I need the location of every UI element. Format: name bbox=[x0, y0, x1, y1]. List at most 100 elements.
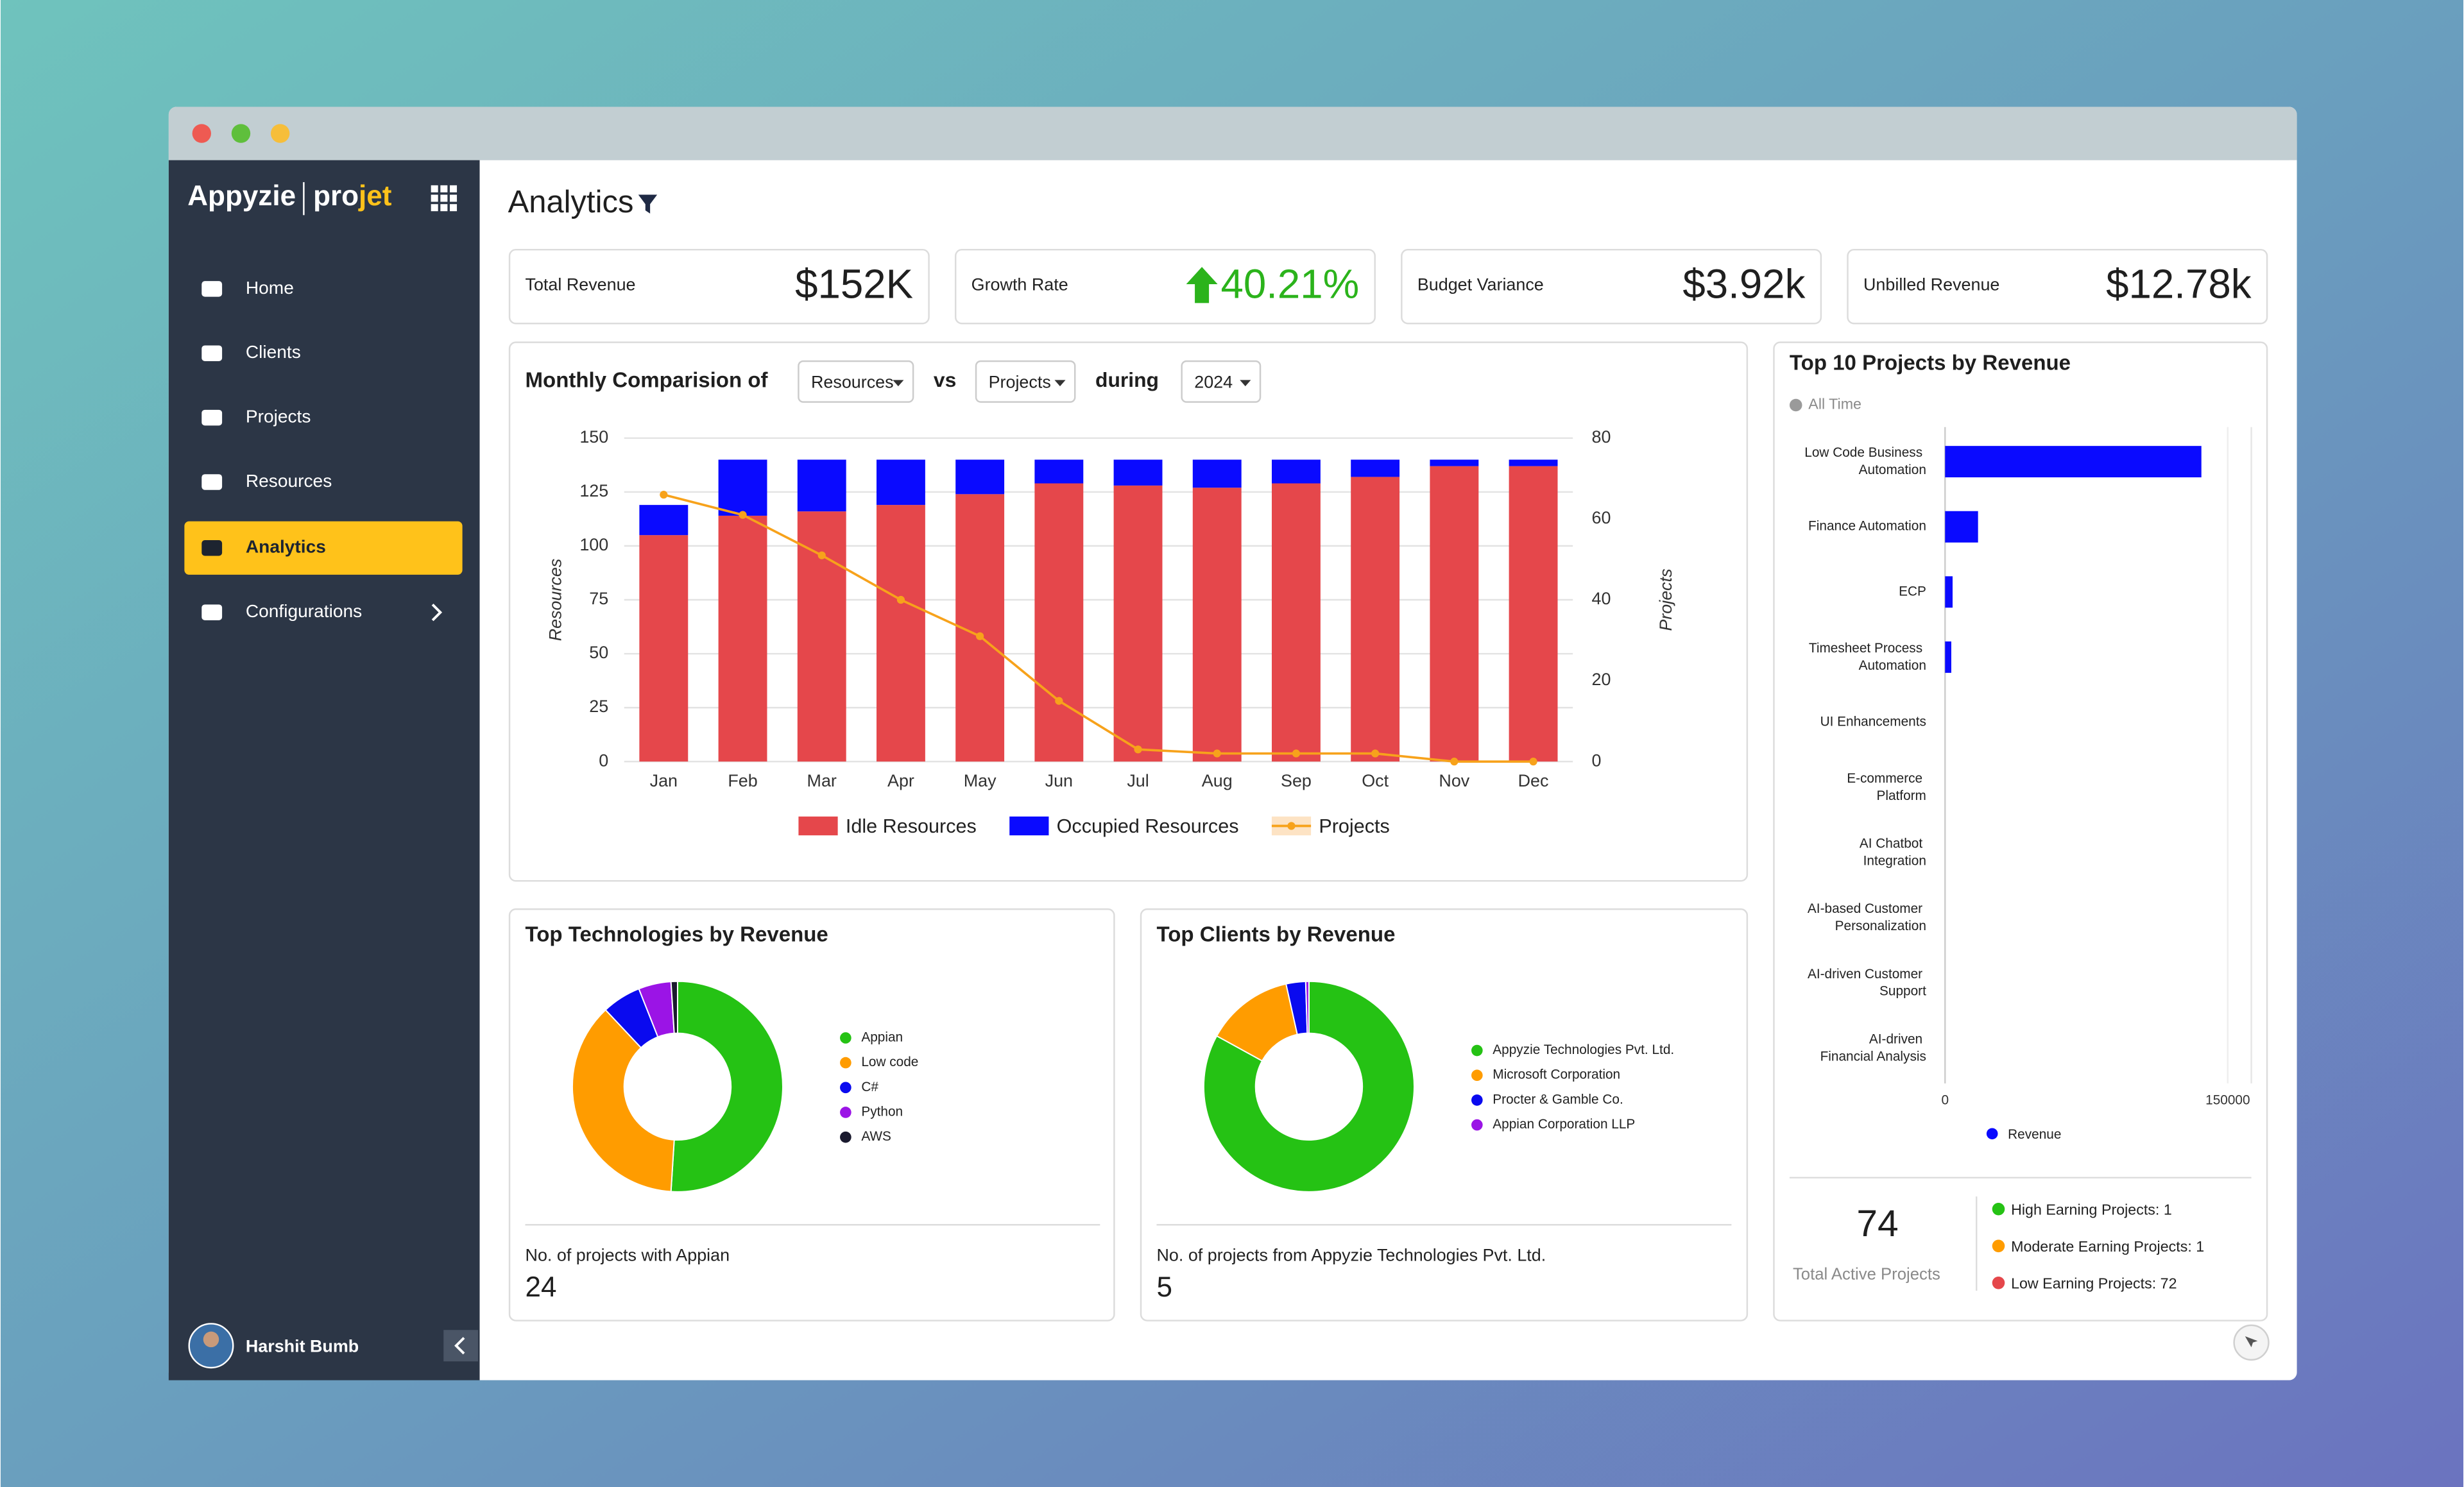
bar bbox=[1272, 459, 1321, 484]
nav-chevron[interactable] bbox=[431, 603, 443, 622]
legend-label: Procter & Gamble Co. bbox=[1493, 1092, 1623, 1107]
line-point bbox=[1529, 758, 1537, 766]
x-tick-label: Jun bbox=[1045, 771, 1073, 790]
filter-icon[interactable] bbox=[638, 194, 658, 214]
y-tick-label: Finance Automation bbox=[1808, 519, 1926, 534]
collapse-button[interactable] bbox=[443, 1330, 479, 1362]
kpi-card bbox=[1401, 248, 1822, 325]
apps-icon[interactable] bbox=[431, 204, 438, 212]
y-tick-label: Timesheet Process Automation bbox=[1809, 640, 1926, 672]
card bbox=[1773, 341, 2268, 1321]
tier-dot bbox=[1992, 1239, 2005, 1253]
label-line: E-commerce bbox=[1847, 771, 1926, 786]
line-point bbox=[1292, 749, 1301, 758]
nav-icon[interactable] bbox=[201, 409, 223, 426]
dropdown-caret[interactable] bbox=[1054, 380, 1066, 387]
bar bbox=[1430, 466, 1479, 762]
nav-item: Configurations bbox=[246, 601, 362, 621]
legend-label: Revenue bbox=[2008, 1127, 2061, 1142]
apps-icon[interactable] bbox=[450, 194, 458, 202]
bar bbox=[639, 535, 689, 762]
line-point bbox=[1134, 745, 1142, 754]
label-line: Automation bbox=[1859, 463, 1926, 477]
pie-slice bbox=[1305, 980, 1310, 1034]
line-point bbox=[1450, 758, 1459, 766]
minimize-button[interactable] bbox=[231, 124, 251, 143]
kpi-label: Unbilled Revenue bbox=[1863, 275, 1999, 294]
tier-dot bbox=[1992, 1277, 2005, 1289]
dropdown[interactable] bbox=[1181, 360, 1262, 403]
nav-icon[interactable] bbox=[201, 474, 223, 490]
x-tick-label: Nov bbox=[1439, 771, 1469, 790]
title-bar-base bbox=[168, 141, 2297, 160]
line-point bbox=[817, 551, 826, 559]
collapse-icon[interactable] bbox=[454, 1337, 465, 1355]
label-line: Integration bbox=[1863, 853, 1926, 868]
bar bbox=[1945, 641, 1951, 673]
legend-label: Low code bbox=[861, 1055, 918, 1069]
y2-tick-label: 40 bbox=[1592, 589, 1611, 608]
y-tick-label: 50 bbox=[589, 643, 608, 662]
bar bbox=[1034, 459, 1084, 484]
label-line: Support bbox=[1879, 983, 1926, 998]
chart-title: Top 10 Projects by Revenue bbox=[1790, 352, 2071, 375]
dropdown-caret[interactable] bbox=[1240, 380, 1251, 387]
control-text: during bbox=[1095, 368, 1159, 391]
close-button[interactable] bbox=[192, 124, 211, 143]
sidebar bbox=[168, 160, 480, 1381]
chart-title: Monthly Comparision of bbox=[526, 369, 769, 393]
nav-item: Clients bbox=[246, 342, 301, 362]
logo-product: pro bbox=[313, 180, 359, 212]
legend-dot bbox=[1471, 1069, 1483, 1082]
legend-marker bbox=[1287, 822, 1296, 830]
apps-icon[interactable] bbox=[450, 204, 458, 212]
legend-label: Projects bbox=[1319, 815, 1389, 837]
line-point bbox=[1213, 749, 1221, 758]
x-tick-label: Apr bbox=[887, 771, 914, 790]
bar bbox=[718, 515, 767, 762]
legend-swatch bbox=[798, 816, 838, 836]
x-tick-label: 0 bbox=[1941, 1092, 1949, 1107]
dropdown[interactable] bbox=[975, 360, 1076, 403]
nav-active-bg[interactable] bbox=[184, 521, 463, 575]
dropdown-caret[interactable] bbox=[893, 380, 904, 387]
label-line: Platform bbox=[1876, 788, 1926, 803]
y2-axis-title: Projects bbox=[1656, 568, 1675, 631]
bar bbox=[1113, 459, 1163, 486]
bar bbox=[955, 459, 1005, 495]
y2-tick-label: 80 bbox=[1592, 427, 1611, 446]
dropdown[interactable] bbox=[798, 360, 914, 403]
apps-icon[interactable] bbox=[450, 185, 458, 192]
clock-icon bbox=[1789, 398, 1802, 412]
x-tick-label: Aug bbox=[1202, 771, 1233, 790]
dropdown-value: 2024 bbox=[1194, 372, 1233, 391]
y-tick-label: E-commerce Platform bbox=[1847, 771, 1926, 803]
nav-icon[interactable] bbox=[201, 281, 223, 297]
kpi-value: $12.78k bbox=[2106, 262, 2252, 307]
apps-icon[interactable] bbox=[431, 194, 438, 202]
nav-icon[interactable] bbox=[201, 604, 223, 620]
kpi-label: Budget Variance bbox=[1417, 275, 1544, 294]
apps-icon[interactable] bbox=[440, 194, 448, 202]
legend-label: Appyzie Technologies Pvt. Ltd. bbox=[1493, 1042, 1674, 1057]
nav-icon[interactable] bbox=[201, 345, 223, 361]
y-tick-label: 125 bbox=[579, 481, 608, 500]
assist-icon[interactable] bbox=[2245, 1336, 2258, 1348]
apps-icon[interactable] bbox=[440, 185, 448, 192]
bar bbox=[1192, 459, 1242, 488]
apps-icon[interactable] bbox=[431, 185, 438, 192]
total-projects-label: Total Active Projects bbox=[1793, 1265, 1940, 1283]
apps-icon[interactable] bbox=[440, 204, 448, 212]
y-tick-label: 100 bbox=[579, 535, 608, 554]
kpi-card bbox=[508, 248, 930, 325]
zoom-button[interactable] bbox=[270, 124, 290, 143]
y-tick-label: 25 bbox=[589, 697, 608, 716]
nav-icon[interactable] bbox=[201, 540, 223, 556]
legend-dot bbox=[840, 1082, 851, 1094]
label-line: AI-driven Customer bbox=[1808, 966, 1926, 981]
total-projects: 74 bbox=[1856, 1203, 1898, 1245]
y-tick-label: Low Code Business Automation bbox=[1804, 445, 1926, 477]
legend-label: Idle Resources bbox=[846, 815, 977, 837]
